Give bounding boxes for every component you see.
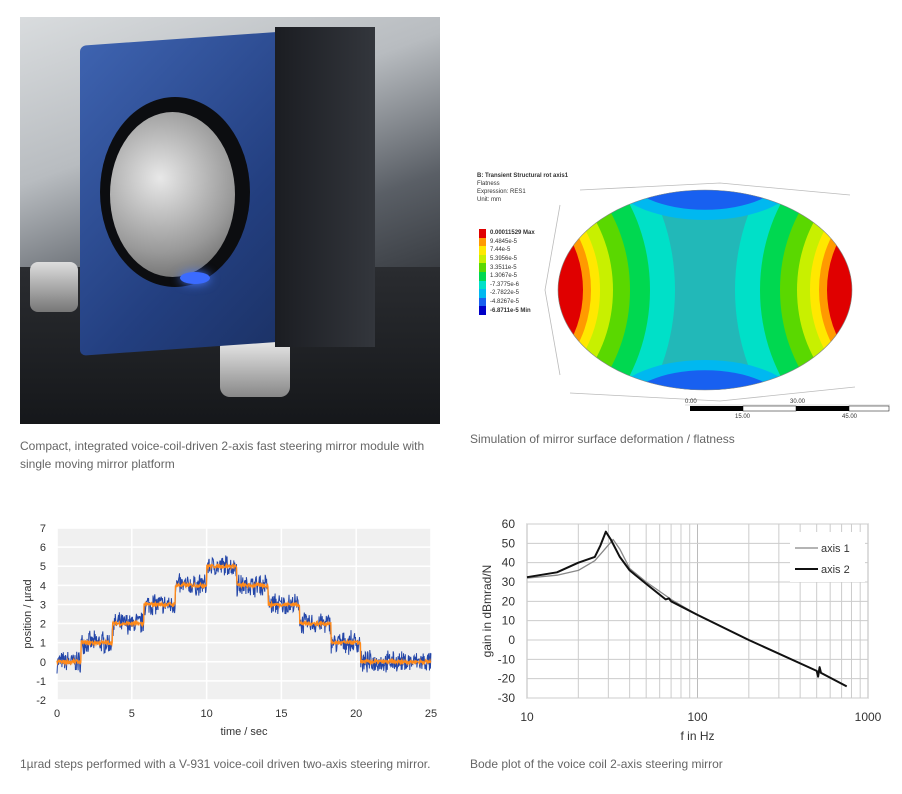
flatness-simulation: B: Transient Structural rot axis1 Flatne… <box>470 165 895 425</box>
figure-caption: 1µrad steps performed with a V-931 voice… <box>20 757 431 771</box>
legend-swatch <box>479 289 486 298</box>
y-tick-label: -30 <box>498 691 516 705</box>
status-led <box>180 272 210 284</box>
deformation-contour: 0.00 30.00 15.00 45.00 <box>544 182 890 420</box>
legend-label: 1.3067e-5 <box>490 273 518 280</box>
sim-legend: 0.00011529 Max 9.4845e-5 7.44e-5 5.3956e-5 3… <box>479 229 535 315</box>
legend-entry: -6.8711e-5 Min <box>479 306 535 315</box>
y-tick-label: 1 <box>40 638 46 650</box>
y-tick-label: 4 <box>40 580 46 592</box>
legend-label: 3.3511e-5 <box>490 264 517 271</box>
mirror-surface <box>110 112 235 277</box>
legend-label: axis 1 <box>821 543 850 555</box>
legend-swatch <box>479 297 486 307</box>
legend-entry: -7.3775e-6 <box>479 280 535 290</box>
x-tick-label: 10 <box>200 708 212 720</box>
y-tick-label: 0 <box>508 633 515 647</box>
x-tick-label: 20 <box>350 708 362 720</box>
sim-unit: Unit: mm <box>477 197 501 203</box>
figure-caption: Bode plot of the voice coil 2-axis steer… <box>470 757 723 771</box>
sim-subtitle: Flatness <box>477 181 500 187</box>
legend-label: -2.7822e-5 <box>490 290 520 297</box>
legend-entry: -4.8267e-5 <box>479 297 535 307</box>
y-tick-label: 50 <box>502 536 516 550</box>
y-axis-label: position / µrad <box>22 579 34 648</box>
legend-label: axis 2 <box>821 564 850 576</box>
y-tick-label: 7 <box>40 523 46 535</box>
x-tick-label: 100 <box>687 710 707 724</box>
y-tick-label: -1 <box>36 676 46 688</box>
x-tick-label: 1000 <box>855 710 882 724</box>
series-axis-2 <box>526 530 848 688</box>
x-axis-label: f in Hz <box>680 729 714 743</box>
contour-band <box>558 196 583 384</box>
legend-swatch <box>479 263 486 272</box>
x-tick-label: 15 <box>275 708 287 720</box>
legend-swatch <box>479 280 486 290</box>
y-tick-label: 6 <box>40 542 46 554</box>
legend-swatch <box>479 229 486 238</box>
legend-label: 0.00011529 Max <box>490 230 535 237</box>
y-tick-label: 2 <box>40 619 46 631</box>
legend-label: 9.4845e-5 <box>490 238 518 245</box>
x-tick-label: 5 <box>129 708 135 720</box>
legend-swatch <box>479 271 486 281</box>
scale-label: 45.00 <box>842 414 858 420</box>
legend-entry: 3.3511e-5 <box>479 263 535 272</box>
legend-entry: 1.3067e-5 <box>479 271 535 281</box>
legend-entry: 5.3956e-5 <box>479 254 535 264</box>
y-tick-label: 30 <box>502 575 516 589</box>
y-tick-label: 3 <box>40 599 46 611</box>
legend-swatch <box>479 237 486 247</box>
x-tick-label: 0 <box>54 708 60 720</box>
y-tick-label: -2 <box>36 695 46 707</box>
legend-swatch <box>479 306 486 315</box>
series-filtered <box>56 562 432 667</box>
sim-title: B: Transient Structural rot axis1 <box>477 173 569 179</box>
figure-caption: Compact, integrated voice-coil-driven 2-… <box>20 439 425 471</box>
y-tick-label: 60 <box>502 517 516 531</box>
legend-entry: -2.7822e-5 <box>479 289 535 298</box>
y-tick-label: -20 <box>498 672 516 686</box>
bode-plot-chart: 10 100 1000 -30 -20 -10 0 10 20 30 40 50 60 f in Hz ga… <box>480 517 882 743</box>
y-tick-label: 0 <box>40 657 46 669</box>
scale-label: 0.00 <box>685 399 697 405</box>
y-tick-label: 10 <box>502 614 516 628</box>
mirror-module-photo <box>20 17 440 424</box>
x-tick-label: 10 <box>520 710 534 724</box>
scale-label: 30.00 <box>790 399 806 405</box>
legend-entry: 0.00011529 Max <box>479 229 535 238</box>
step-response-chart: -2 -1 0 1 2 3 4 5 6 7 0 5 10 15 20 25 time / sec position… <box>22 523 437 738</box>
legend-swatch <box>479 254 486 264</box>
legend <box>790 532 865 582</box>
x-tick-label: 25 <box>425 708 437 720</box>
legend-entry: 9.4845e-5 <box>479 237 535 247</box>
plot-area <box>57 528 431 700</box>
y-tick-label: 20 <box>502 594 516 608</box>
figure-caption: Simulation of mirror surface deformation… <box>470 432 735 446</box>
legend-label: -6.8711e-5 Min <box>490 307 531 314</box>
contour-band <box>827 196 852 384</box>
y-tick-label: 5 <box>40 561 46 573</box>
legend-entry: 7.44e-5 <box>479 246 535 255</box>
legend-swatch <box>479 246 486 255</box>
x-axis-label: time / sec <box>220 726 268 738</box>
series-raw <box>56 555 432 674</box>
housing-side <box>275 27 375 347</box>
y-axis-label: gain in dBmrad/N <box>480 565 494 658</box>
legend-label: -7.3775e-6 <box>490 281 520 288</box>
y-tick-label: -10 <box>498 652 516 666</box>
legend-label: 7.44e-5 <box>490 247 511 254</box>
y-tick-label: 40 <box>502 556 516 570</box>
sim-expression: Expression: RES1 <box>477 189 526 195</box>
screw-head <box>30 262 78 312</box>
legend-label: 5.3956e-5 <box>490 256 518 263</box>
screw-head <box>220 337 290 397</box>
legend-label: -4.8267e-5 <box>490 299 520 306</box>
scale-label: 15.00 <box>735 414 751 420</box>
